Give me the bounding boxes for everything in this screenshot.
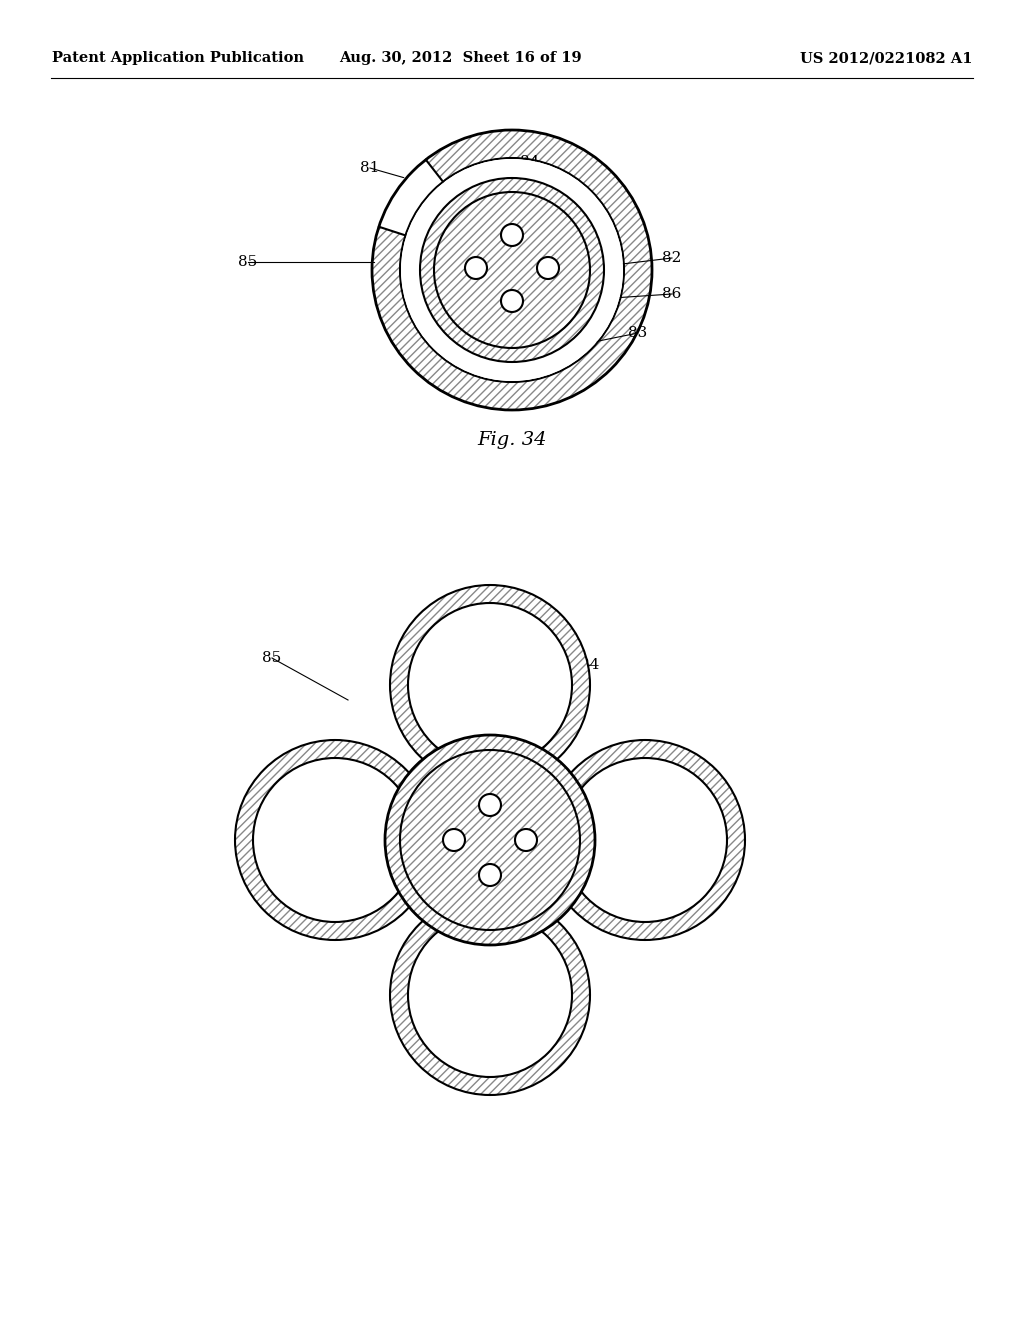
Text: 85: 85 [262,651,282,665]
Text: Aug. 30, 2012  Sheet 16 of 19: Aug. 30, 2012 Sheet 16 of 19 [339,51,582,65]
Circle shape [434,191,590,348]
Circle shape [515,829,537,851]
Circle shape [400,750,580,931]
Text: US 2012/0221082 A1: US 2012/0221082 A1 [800,51,972,65]
Text: 81: 81 [360,161,380,176]
Circle shape [401,158,623,381]
Text: 81: 81 [396,644,416,657]
Circle shape [537,257,559,279]
Circle shape [420,178,604,362]
Wedge shape [377,158,444,236]
Text: 82: 82 [663,251,682,265]
Circle shape [465,257,487,279]
Text: Fig. 34: Fig. 34 [477,432,547,449]
Text: 83: 83 [650,902,670,915]
Circle shape [390,895,590,1096]
Circle shape [385,735,595,945]
Text: 85: 85 [239,255,258,269]
Circle shape [372,129,652,411]
Circle shape [408,603,572,767]
Circle shape [479,795,501,816]
Text: 84: 84 [520,154,540,169]
Circle shape [400,750,580,931]
Circle shape [234,741,435,940]
Circle shape [390,585,590,785]
Text: Patent Application Publication: Patent Application Publication [52,51,304,65]
Text: 86: 86 [663,286,682,301]
Text: 84: 84 [581,657,600,672]
Circle shape [253,758,417,921]
Circle shape [443,829,465,851]
Text: 83: 83 [629,326,647,341]
Text: Fig. 35: Fig. 35 [456,1051,524,1069]
Circle shape [434,191,590,348]
Circle shape [501,224,523,246]
Text: 86: 86 [678,814,697,829]
Circle shape [563,758,727,921]
Circle shape [479,865,501,886]
Text: 82: 82 [678,763,697,777]
Circle shape [501,290,523,312]
Circle shape [408,913,572,1077]
Circle shape [545,741,745,940]
